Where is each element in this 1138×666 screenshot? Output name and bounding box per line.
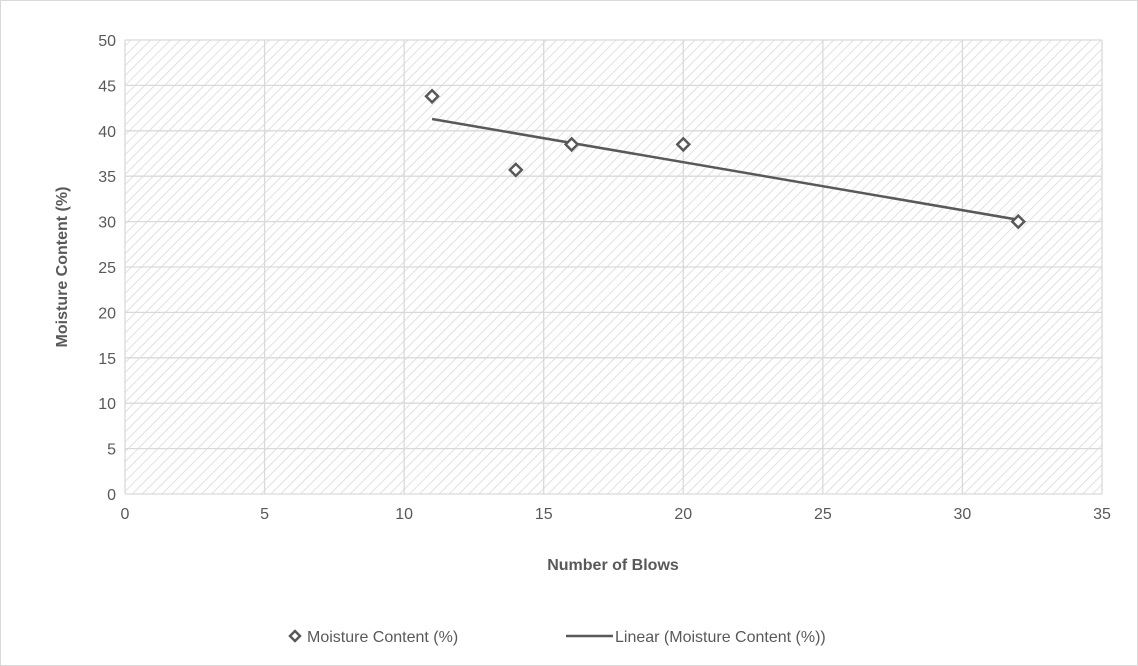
x-tick-label: 25 [814,506,832,523]
y-tick-label: 10 [98,396,116,413]
y-tick-label: 40 [98,124,116,141]
data-point[interactable] [675,136,692,153]
x-tick-label: 0 [121,506,130,523]
y-tick-label: 50 [98,33,116,50]
y-tick-label: 20 [98,305,116,322]
legend-label-series: Moisture Content (%) [307,629,458,646]
gridlines [124,39,1103,495]
trendline [431,117,1019,222]
y-tick-label: 15 [98,351,116,368]
legend[interactable]: Moisture Content (%) Linear (Moisture Co… [288,629,826,646]
y-tick-label: 25 [98,260,116,277]
x-tick-label: 35 [1093,506,1111,523]
y-tick-label: 45 [98,78,116,95]
data-point[interactable] [1010,213,1027,230]
x-tick-label: 10 [395,506,413,523]
data-point[interactable] [563,136,580,153]
trendline-group [431,117,1019,222]
legend-diamond-marker [288,629,302,643]
data-point[interactable] [424,88,440,105]
legend-label-trendline: Linear (Moisture Content (%)) [615,629,826,646]
x-axis-title: Number of Blows [547,557,679,574]
x-tick-label: 30 [954,506,972,523]
y-tick-label: 35 [98,169,116,186]
x-tick-label: 15 [535,506,553,523]
y-axis-title: Moisture Content (%) [54,187,71,348]
y-tick-label: 30 [98,215,116,232]
data-points [424,88,1027,230]
tick-labels: 0 5 10 15 20 25 30 35 40 45 50 0 5 10 15 20 25 30 35 [98,33,1111,523]
y-tick-label: 5 [107,442,116,459]
y-tick-label: 0 [107,487,116,504]
data-point[interactable] [508,162,524,178]
x-tick-label: 20 [674,506,692,523]
x-tick-label: 5 [260,506,269,523]
